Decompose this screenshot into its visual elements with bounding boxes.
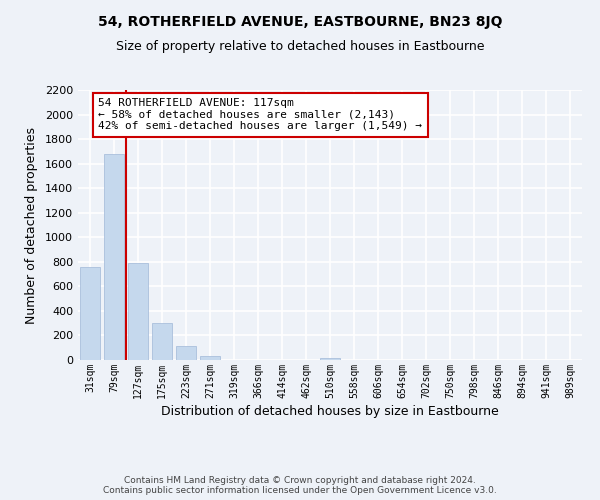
Bar [152, 323, 172, 360]
Bar [200, 356, 220, 360]
Y-axis label: Number of detached properties: Number of detached properties [25, 126, 38, 324]
Text: 54 ROTHERFIELD AVENUE: 117sqm
← 58% of detached houses are smaller (2,143)
42% o: 54 ROTHERFIELD AVENUE: 117sqm ← 58% of d… [98, 98, 422, 132]
Bar [128, 263, 148, 360]
Text: Contains HM Land Registry data © Crown copyright and database right 2024.
Contai: Contains HM Land Registry data © Crown c… [103, 476, 497, 495]
Bar [176, 346, 196, 360]
Text: 54, ROTHERFIELD AVENUE, EASTBOURNE, BN23 8JQ: 54, ROTHERFIELD AVENUE, EASTBOURNE, BN23… [98, 15, 502, 29]
Text: Size of property relative to detached houses in Eastbourne: Size of property relative to detached ho… [116, 40, 484, 53]
X-axis label: Distribution of detached houses by size in Eastbourne: Distribution of detached houses by size … [161, 405, 499, 418]
Bar [104, 154, 124, 360]
Bar [320, 358, 340, 360]
Bar [80, 266, 100, 360]
